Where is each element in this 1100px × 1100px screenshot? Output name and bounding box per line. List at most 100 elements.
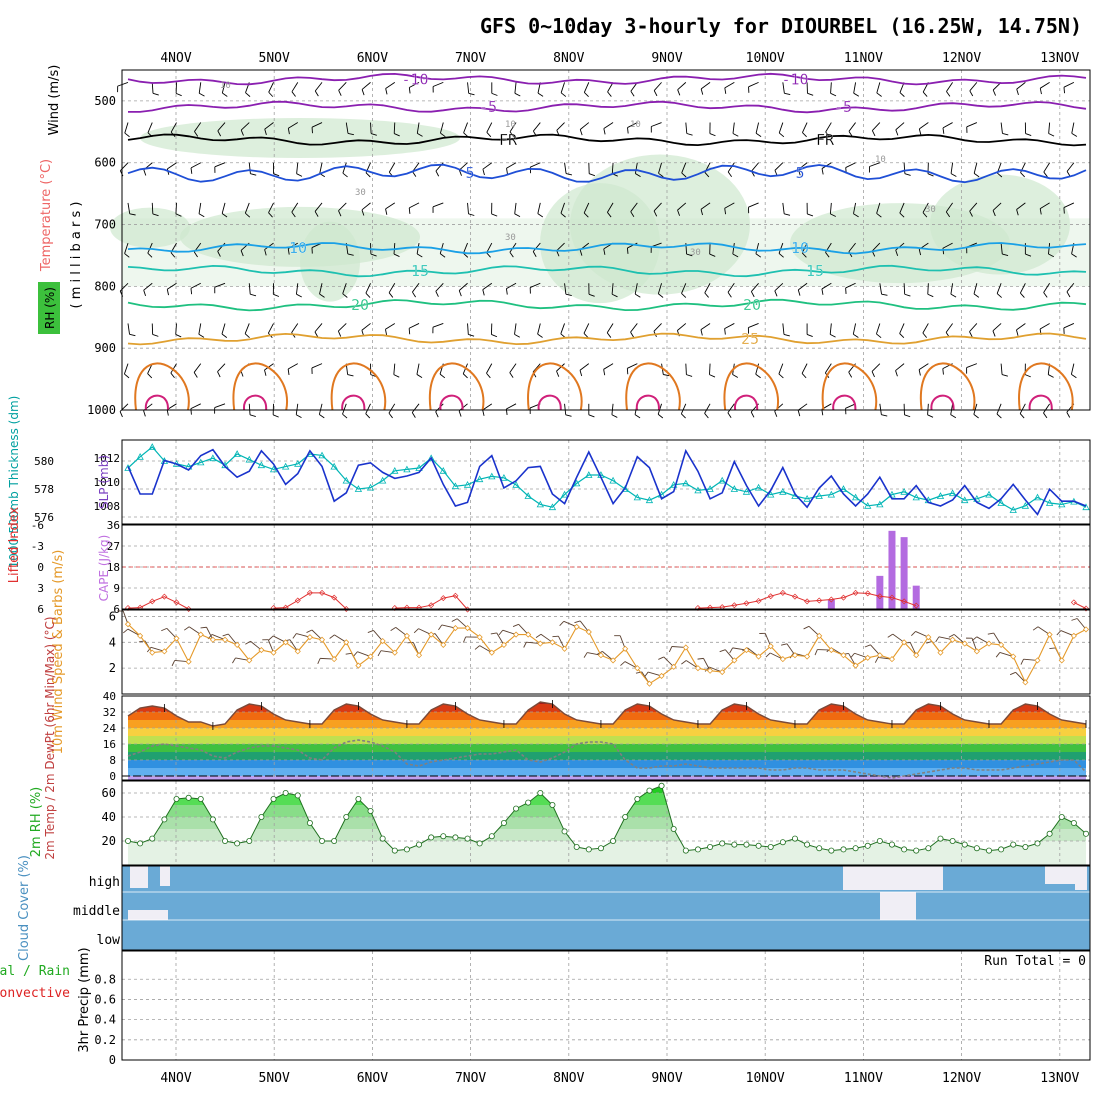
wind-barb-staff (973, 403, 978, 415)
wind-barb-flag (347, 253, 354, 256)
rh2m-point (500, 820, 507, 827)
cloud-gap (130, 866, 148, 888)
isotherm-label: 5 (465, 164, 474, 182)
rh2m-point (949, 838, 956, 845)
wind-barb-flag (439, 253, 446, 258)
wind-barb-flag (574, 620, 581, 624)
temp-color-band (128, 776, 1086, 780)
wind-barb-flag (876, 92, 882, 97)
wind-barb-staff (724, 202, 735, 209)
y-tick-label-li: 0 (37, 561, 44, 574)
wind-barb-flag (347, 374, 354, 377)
wind-barb-staff (496, 632, 505, 646)
wind-barb-staff (311, 122, 323, 128)
isotherm-line (127, 332, 1087, 346)
thickness-point (997, 499, 1005, 506)
rh-contour-label: 10 (220, 81, 231, 91)
rh-color-band (128, 841, 1086, 865)
wind-barb-flag (995, 652, 1001, 658)
wind10-point (755, 653, 762, 660)
rh2m-point (791, 835, 798, 842)
wind-barb-staff (801, 363, 808, 374)
wind-barb-flag (611, 414, 618, 418)
temp-contour-35 (341, 394, 366, 411)
wind-barb-flag (491, 92, 498, 96)
thickness-point (427, 454, 435, 462)
rh2m-point (658, 782, 665, 789)
wind-barb-flag (161, 627, 167, 632)
wind-barb-flag (704, 292, 709, 298)
wind-barb-flag (412, 291, 416, 298)
wind-barb-flag (579, 370, 583, 377)
thickness-point (318, 451, 326, 459)
wind10-point (137, 632, 144, 639)
wind-barb-flag (607, 212, 612, 218)
wind-barb-staff (560, 82, 565, 93)
wind-barb-flag (864, 644, 871, 648)
wind-barb-staff (770, 652, 784, 660)
wind10-point (537, 640, 544, 647)
wind-barb-staff (1063, 202, 1075, 208)
wind-barb-staff (658, 162, 663, 174)
wind-barb-staff (774, 282, 784, 292)
wind-barb-flag (537, 213, 544, 218)
x-tick-label-top: 12NOV (942, 51, 981, 66)
wind-barb-flag (353, 651, 358, 657)
wind-barb-staff (677, 202, 687, 211)
wind-barb-flag (556, 250, 560, 257)
wind-barb-flag (927, 173, 934, 177)
cloud-gap (160, 866, 170, 886)
wind10-point (816, 632, 823, 639)
wind-barb-flag (296, 173, 303, 177)
wind-barb-flag (171, 660, 176, 667)
y-tick-label-li: 3 (37, 582, 44, 595)
wind-barb-flag (463, 636, 467, 643)
wind-barb-flag (170, 252, 176, 258)
wind-barb-staff (700, 323, 711, 330)
thickness-point (403, 465, 411, 473)
wind-barb-flag (329, 634, 335, 639)
y-tick-label-li: -3 (31, 540, 44, 553)
panel-frame (121, 780, 1091, 866)
wind-barb-flag (1066, 412, 1071, 418)
wind-barb-staff (748, 81, 759, 88)
rh2m-point (549, 802, 556, 809)
wind-barb-staff (214, 282, 226, 288)
lifted-index-point (1070, 599, 1077, 606)
wind-barb-flag (681, 172, 687, 178)
y-tick-label-cloud: middle (73, 904, 120, 919)
wind-barb-flag (918, 249, 922, 256)
wind-barb-staff (1016, 82, 1026, 90)
wind-barb-staff (291, 323, 299, 333)
wind-barb-staff (909, 642, 917, 656)
wind10-point (864, 654, 871, 661)
y-tick-label-wind10: 2 (109, 661, 116, 675)
wind-barb-flag (388, 412, 393, 419)
wind-barb-flag (129, 333, 136, 337)
wind-barb-flag (250, 173, 257, 176)
rh2m-point (367, 808, 374, 815)
thickness-point (415, 464, 423, 471)
thickness-point (694, 486, 702, 494)
wind-barb-staff (630, 202, 638, 212)
rh-shaded-area (300, 221, 360, 302)
thickness-point (439, 466, 447, 474)
y-tick-label-thickness: 578 (34, 483, 54, 496)
wind-barb-flag (245, 212, 251, 218)
wind-barb-flag (1039, 208, 1042, 215)
wind-barb-staff (385, 202, 396, 210)
wind-barb-flag (342, 413, 348, 419)
y-tick-label-cape: 27 (107, 540, 120, 553)
wind-barb-flag (509, 131, 514, 137)
wind-barb-staff (463, 122, 468, 133)
wind-barb-flag (588, 414, 595, 418)
rh2m-point (804, 841, 811, 848)
wind-barb-flag (1043, 171, 1048, 178)
wind-barb-flag (825, 252, 830, 258)
wind-barb-staff (1039, 323, 1050, 330)
y-tick-label-cape: 18 (107, 561, 120, 574)
temp-contour-35 (537, 394, 562, 411)
wind-barb-flag (147, 373, 153, 379)
wind10-point (306, 634, 313, 641)
lifted-index-point (306, 589, 313, 596)
